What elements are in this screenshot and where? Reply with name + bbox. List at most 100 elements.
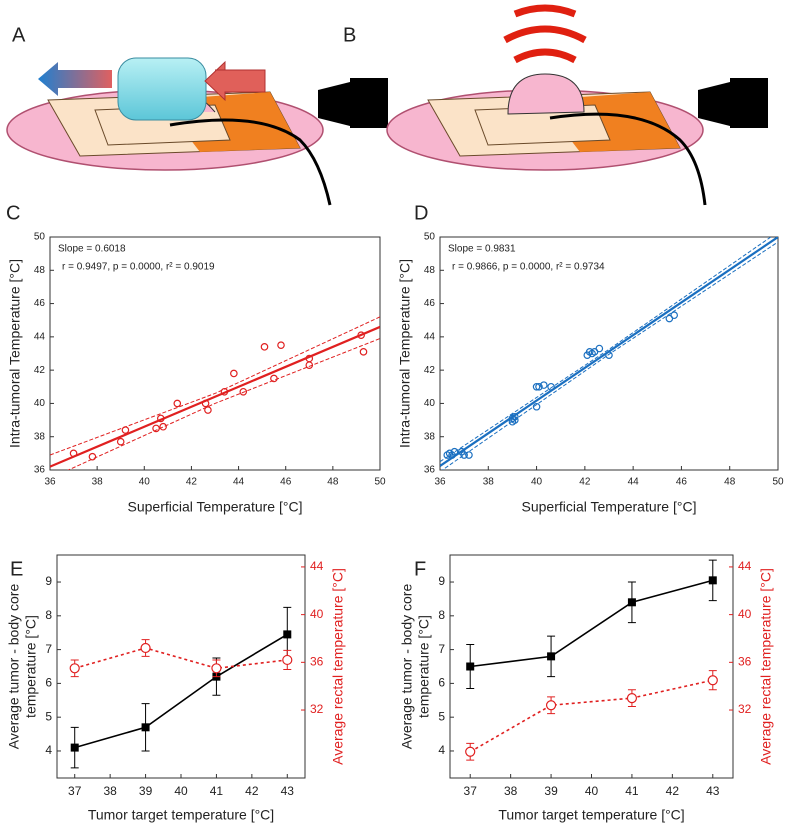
x-tick-label: 37 — [464, 784, 478, 798]
y-axis-label: temperature [°C] — [416, 615, 432, 718]
y2-tick-label: 32 — [310, 702, 324, 716]
x-tick-label: 44 — [233, 477, 245, 488]
x-tick-label: 40 — [139, 477, 151, 488]
camera — [698, 82, 730, 126]
tumor — [507, 73, 585, 115]
camera-body — [730, 78, 768, 128]
x-tick-label: 38 — [504, 784, 518, 798]
point — [670, 311, 678, 320]
y-axis-label: temperature [°C] — [23, 615, 39, 718]
series-line — [470, 579, 713, 668]
diagram-b: B — [343, 4, 768, 206]
point — [282, 654, 293, 666]
point — [230, 369, 238, 378]
x-tick-label: 42 — [666, 784, 680, 798]
y-axis-label: Intra-tumoral Temperature [°C] — [7, 259, 23, 448]
y2-axis-label: Average rectal temperature [°C] — [758, 568, 774, 765]
y2-tick-label: 40 — [738, 607, 752, 621]
x-tick-label: 40 — [174, 784, 188, 798]
y-tick-label: 42 — [34, 365, 46, 376]
y-tick-label: 50 — [424, 232, 436, 243]
annotation: r = 0.9497, p = 0.0000, r² = 0.9019 — [62, 262, 215, 273]
heat-wave — [513, 48, 577, 64]
y-tick-label: 44 — [34, 331, 46, 342]
point — [283, 630, 292, 639]
point — [627, 598, 636, 607]
x-tick-label: 36 — [434, 477, 446, 488]
y-tick-label: 48 — [424, 265, 436, 276]
y-tick-label: 4 — [45, 743, 52, 757]
diagram-a: A — [6, 24, 388, 206]
y-tick-label: 42 — [424, 365, 436, 376]
confidence-band — [50, 316, 380, 456]
y2-tick-label: 32 — [738, 702, 752, 716]
y-tick-label: 8 — [438, 608, 445, 622]
y-tick-label: 7 — [45, 642, 52, 656]
point — [239, 387, 248, 396]
y-tick-label: 8 — [45, 608, 52, 622]
point — [547, 652, 556, 661]
x-tick-label: 46 — [676, 477, 688, 488]
chart: E 37 38 39 40 41 42 43 4 5 6 7 8 9 32 36 40 44 Tumor targe… — [6, 554, 346, 823]
charts: C36 38 40 42 44 46 48 503638404244464850Superfi… — [6, 202, 784, 822]
x-tick-label: 43 — [281, 784, 295, 798]
camera-body — [350, 78, 388, 128]
x-tick-label: 42 — [579, 477, 591, 488]
point — [626, 693, 638, 704]
y2-tick-label: 44 — [738, 559, 752, 573]
point — [70, 743, 79, 752]
x-tick-label: 41 — [210, 784, 224, 798]
point — [466, 662, 475, 671]
x-axis-label: Tumor target temperature [°C] — [88, 807, 274, 823]
y-tick-label: 4 — [438, 743, 445, 757]
annotation: Slope = 0.9831 — [448, 244, 516, 255]
point — [532, 382, 541, 391]
confidence-band — [441, 241, 778, 470]
point — [511, 416, 519, 424]
confidence-band — [440, 237, 772, 463]
plot-frame — [449, 554, 734, 779]
y-tick-label: 44 — [424, 331, 436, 342]
y-tick-label: 5 — [438, 709, 445, 723]
heat-wave — [513, 4, 577, 18]
x-tick-label: 39 — [544, 784, 558, 798]
y2-tick-label: 36 — [738, 654, 752, 668]
y-tick-label: 36 — [424, 465, 436, 476]
point — [708, 576, 717, 585]
point — [277, 341, 285, 349]
x-tick-label: 38 — [92, 477, 104, 488]
y-tick-label: 38 — [424, 431, 436, 442]
panel-label: F — [414, 558, 426, 580]
chart: C 36 38 40 42 44 46 48 50 36 38 40 42 44 46 48 50 Superfi… — [6, 202, 386, 514]
x-tick-label: 38 — [483, 477, 495, 488]
y-tick-label: 9 — [45, 574, 52, 588]
point — [535, 382, 543, 391]
y-tick-label: 40 — [424, 398, 436, 409]
y-tick-label: 46 — [34, 298, 46, 309]
point — [540, 381, 548, 389]
panel-label: B — [343, 24, 356, 46]
y-tick-label: 48 — [34, 265, 46, 276]
point — [465, 451, 473, 459]
x-axis-label: Superficial Temperature [°C] — [522, 499, 697, 515]
x-tick-label: 42 — [245, 784, 259, 798]
point — [204, 406, 212, 414]
point — [141, 723, 150, 732]
point — [359, 348, 368, 356]
x-tick-label: 46 — [280, 477, 292, 488]
probe-wire — [549, 112, 707, 206]
camera — [318, 82, 350, 126]
y-tick-label: 36 — [34, 465, 46, 476]
point — [465, 746, 476, 757]
chart: F 37 38 39 40 41 42 43 4 5 6 7 8 9 32 36 40 44 Tumor targe… — [399, 554, 774, 823]
x-tick-label: 36 — [44, 477, 56, 488]
x-axis-label: Tumor target temperature [°C] — [498, 807, 684, 823]
y-axis-label: Average tumor - body core — [399, 584, 415, 750]
x-tick-label: 48 — [724, 477, 736, 488]
x-tick-label: 50 — [374, 477, 386, 488]
point — [595, 344, 604, 353]
x-tick-label: 44 — [628, 477, 640, 488]
y-tick-label: 6 — [438, 676, 445, 690]
fit-line — [50, 325, 380, 468]
